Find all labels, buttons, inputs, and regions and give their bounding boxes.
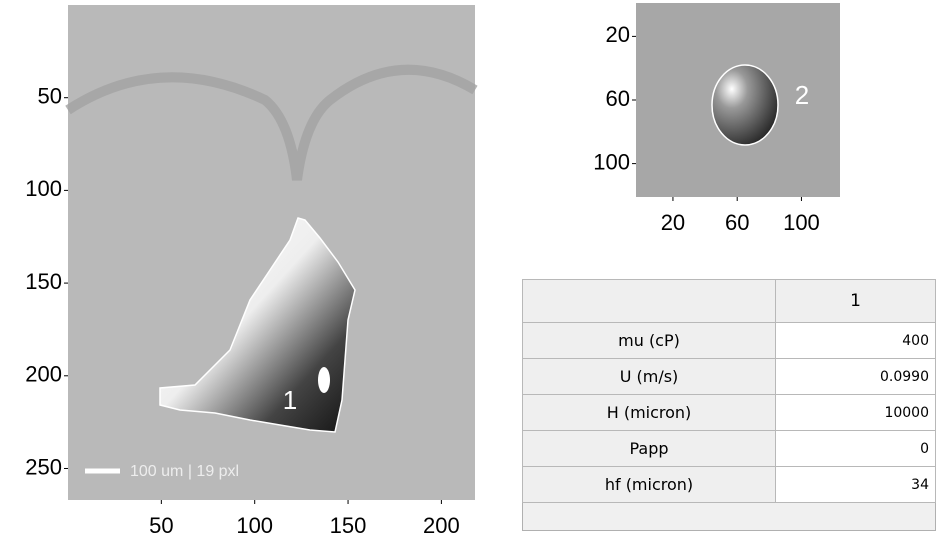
row-label: H (micron) [523,395,776,431]
table-row: H (micron)10000 [523,395,936,431]
y-tick-label: 200 [25,362,62,387]
y-tick-label: 150 [25,269,62,294]
droplet-outline [712,65,778,145]
row-value: 400 [776,323,936,359]
x-tick-label: 100 [783,210,820,235]
row-value: 10000 [776,395,936,431]
row-value: 34 [776,467,936,503]
y-tick-label: 60 [606,86,630,111]
droplet-label: 1 [283,385,297,415]
row-value: 0 [776,431,936,467]
row-label: U (m/s) [523,359,776,395]
y-tick-label: 100 [593,149,630,174]
y-tick-label: 20 [606,22,630,47]
x-tick-label: 100 [236,513,273,538]
page: {"images": [ {"label": "1", "scale_bar":… [0,0,938,545]
x-tick-label: 50 [149,513,173,538]
y-tick-label: 50 [38,84,62,109]
row-label: hf (micron) [523,467,776,503]
table-header: 1 [523,280,936,323]
y-tick-label: 250 [25,454,62,479]
x-tick-label: 200 [423,513,460,538]
table-row: U (m/s)0.0990 [523,359,936,395]
row-value: 0.0990 [776,359,936,395]
table-row: mu (cP)400 [523,323,936,359]
x-tick-label: 60 [725,210,749,235]
scale-bar-label: 100 um | 19 pxl [130,463,239,480]
highlight [318,367,330,393]
row-label: mu (cP) [523,323,776,359]
x-tick-label: 20 [661,210,685,235]
row-label: Papp [523,431,776,467]
x-tick-label: 150 [330,513,367,538]
corner-cell [523,280,776,323]
table-row: hf (micron)34 [523,467,936,503]
droplet-label: 2 [795,80,809,110]
column-header: 1 [776,280,936,323]
y-tick-label: 100 [25,176,62,201]
